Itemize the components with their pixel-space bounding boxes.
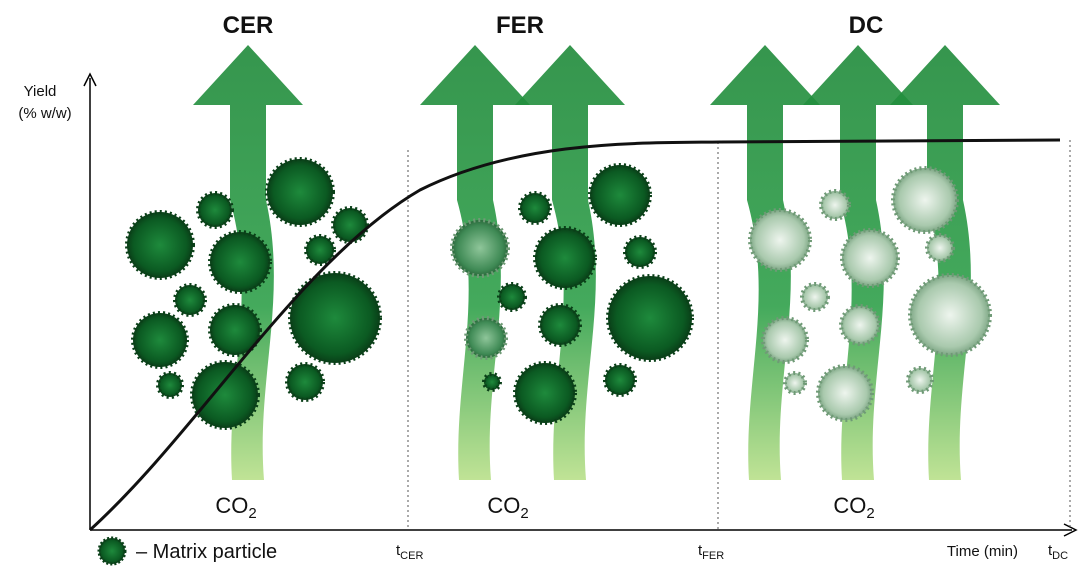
matrix-particle: [927, 235, 953, 261]
matrix-particle: [198, 193, 232, 227]
gas-subscript: 2: [866, 505, 874, 522]
matrix-particle: [192, 362, 258, 428]
gas-formula: CO: [215, 493, 248, 518]
time-marker: tFER: [698, 542, 724, 562]
matrix-particle: [158, 373, 182, 397]
matrix-particle: [452, 220, 508, 276]
matrix-particle: [535, 228, 595, 288]
matrix-particle: [785, 373, 805, 393]
matrix-particle: [763, 318, 807, 362]
stage-title: CER: [223, 12, 274, 39]
time-marker-subscript: DC: [1052, 550, 1068, 562]
y-label-line: Yield: [24, 83, 57, 100]
matrix-particle: [802, 284, 828, 310]
matrix-particle: [267, 159, 333, 225]
matrix-particle: [290, 273, 380, 363]
matrix-particle: [484, 374, 500, 390]
gas-subscript: 2: [520, 505, 528, 522]
matrix-particle: [841, 306, 879, 344]
matrix-particle: [842, 230, 898, 286]
matrix-particle: [821, 191, 849, 219]
matrix-particle: [608, 276, 692, 360]
matrix-particle: [466, 318, 506, 358]
time-marker-subscript: CER: [400, 550, 423, 562]
matrix-particle: [625, 237, 655, 267]
gas-label: CO2: [487, 493, 528, 522]
matrix-particle: [590, 165, 650, 225]
matrix-particle: [605, 365, 635, 395]
gas-subscript: 2: [248, 505, 256, 522]
matrix-particle: [818, 366, 872, 420]
y-axis-label: Yield (% w/w): [18, 83, 71, 122]
matrix-particle: [175, 285, 205, 315]
time-marker: tCER: [396, 542, 423, 562]
stage-title: DC: [849, 12, 884, 39]
time-marker: tDC: [1048, 542, 1068, 562]
matrix-particle: [893, 168, 957, 232]
matrix-particle: [910, 275, 990, 355]
matrix-particle: [520, 193, 550, 223]
y-label-line: (% w/w): [18, 105, 71, 122]
gas-formula: CO: [487, 493, 520, 518]
arrow: [890, 45, 1000, 480]
gas-label: CO2: [215, 493, 256, 522]
matrix-particle: [133, 313, 187, 367]
matrix-particle: [750, 210, 810, 270]
matrix-particle: [306, 236, 334, 264]
matrix-particle: [515, 363, 575, 423]
matrix-particle: [210, 232, 270, 292]
legend-text: – Matrix particle: [136, 541, 277, 563]
diagram: Yield (% w/w) Time (min) – Matrix partic…: [0, 0, 1084, 570]
gas-label: CO2: [833, 493, 874, 522]
matrix-particle: [499, 284, 525, 310]
legend: – Matrix particle: [99, 538, 277, 564]
stage-title: FER: [496, 12, 544, 39]
matrix-particle: [287, 364, 323, 400]
x-axis-label: Time (min): [947, 543, 1018, 560]
time-marker-subscript: FER: [702, 550, 724, 562]
matrix-particle: [908, 368, 932, 392]
legend-swatch: [99, 538, 125, 564]
matrix-particle: [127, 212, 193, 278]
matrix-particle: [333, 208, 367, 242]
matrix-particle: [540, 305, 580, 345]
gas-formula: CO: [833, 493, 866, 518]
